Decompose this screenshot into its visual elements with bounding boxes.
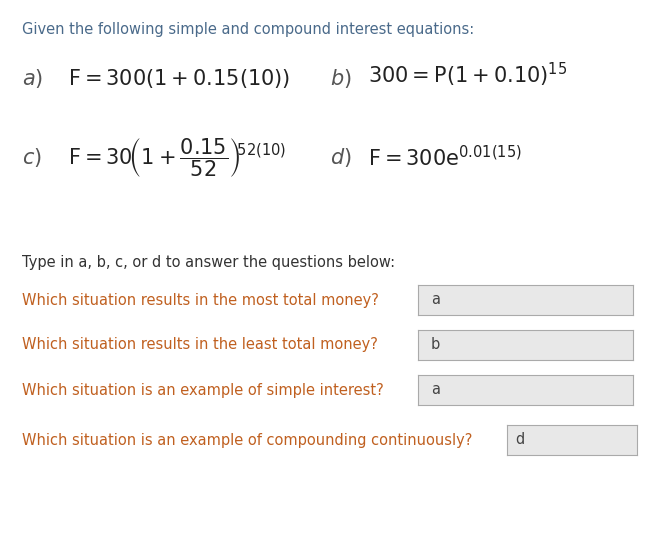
Text: b: b (431, 337, 440, 352)
Text: a: a (431, 383, 440, 398)
Text: $\mathrm{300=P(1+0.10)^{15}}$: $\mathrm{300=P(1+0.10)^{15}}$ (368, 61, 567, 89)
Text: $\it{c}$): $\it{c}$) (22, 147, 42, 169)
Text: Which situation results in the most total money?: Which situation results in the most tota… (22, 293, 379, 308)
Text: $\mathrm{F=30\!\left(1+\dfrac{0.15}{52}\right)^{\!\!52(10)}}$: $\mathrm{F=30\!\left(1+\dfrac{0.15}{52}\… (68, 136, 286, 180)
Text: $\it{d}$): $\it{d}$) (330, 147, 352, 169)
Text: Type in a, b, c, or d to answer the questions below:: Type in a, b, c, or d to answer the ques… (22, 255, 395, 270)
Text: $\mathrm{F=300(1+0.15(10))}$: $\mathrm{F=300(1+0.15(10))}$ (68, 67, 290, 90)
Text: Which situation is an example of compounding continuously?: Which situation is an example of compoun… (22, 432, 472, 448)
Text: $\mathrm{F=300e^{0.01(15)}}$: $\mathrm{F=300e^{0.01(15)}}$ (368, 146, 522, 171)
Text: Which situation is an example of simple interest?: Which situation is an example of simple … (22, 383, 384, 398)
Text: Given the following simple and compound interest equations:: Given the following simple and compound … (22, 22, 474, 37)
Text: Which situation results in the least total money?: Which situation results in the least tot… (22, 337, 378, 352)
Text: $\it{b}$): $\it{b}$) (330, 67, 352, 90)
Text: a: a (431, 293, 440, 308)
Text: $\it{a}$): $\it{a}$) (22, 67, 43, 90)
Text: d: d (515, 432, 524, 448)
